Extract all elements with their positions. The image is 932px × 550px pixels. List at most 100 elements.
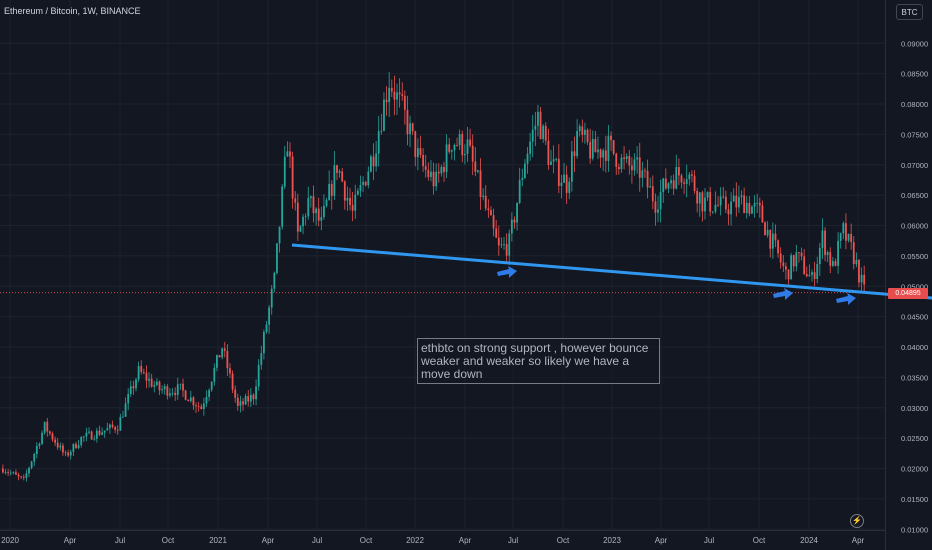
candle-body [638,157,641,178]
annotation-note[interactable]: ethbtc on strong support , however bounc… [417,338,660,384]
y-tick-label: 0.08000 [901,100,928,109]
candle-body [745,202,748,214]
candle-body [670,180,672,184]
candle-body [98,430,101,435]
candle-body [388,87,391,103]
candle-body [383,99,385,131]
candle-body [43,421,46,433]
candle-body [659,191,662,210]
candle-body [542,125,545,139]
candle-body [390,87,393,92]
candle-body [22,477,25,478]
candle-body [132,386,135,389]
candle-body [122,416,124,418]
candle-body [805,274,808,277]
candle-body [351,205,354,211]
candle-body [756,202,759,204]
candle-body [372,156,375,167]
candle-body [411,123,414,132]
candle-body [704,197,706,212]
arrow-marker [497,266,517,278]
candle-body [69,451,72,456]
candle-body [333,165,336,196]
candle-body [111,424,114,428]
x-tick-label: Oct [162,536,175,545]
y-tick-label: 0.02000 [901,465,928,474]
candle-body [680,175,683,183]
candle-body [743,195,746,214]
x-tick-label: Apr [64,536,77,545]
y-tick-label: 0.01000 [901,525,928,534]
candle-body [257,364,260,387]
candle-body [419,148,422,156]
candle-body [732,195,735,202]
candle-body [106,428,109,431]
candle-body [424,166,427,170]
candle-body [531,129,534,142]
candle-body [15,472,17,475]
candle-body [67,452,70,456]
candle-body [709,192,712,212]
candle-body [330,184,333,196]
candle-body [576,131,578,157]
candle-body [380,130,383,132]
x-tick-label: Apr [262,536,275,545]
candle-body [416,148,419,158]
x-tick-label: Oct [360,536,373,545]
candle-body [166,386,169,396]
candle-body [657,209,659,213]
y-tick-label: 0.03000 [901,404,928,413]
candle-body [249,394,252,402]
candle-body [95,430,98,439]
candle-body [803,256,806,275]
candle-body [693,175,696,191]
candle-body [547,140,550,165]
candle-body [440,166,443,174]
candle-body [860,274,863,283]
candle-body [578,126,581,132]
candle-body [231,373,234,390]
candle-body [529,141,532,154]
candle-body [127,394,130,404]
candle-body [761,205,764,223]
candle-body [479,170,482,197]
candle-body [398,92,401,95]
candle-body [711,211,714,213]
candle-body [46,421,49,432]
candle-body [492,215,495,229]
lightning-bolt-icon[interactable]: ⚡ [850,514,864,528]
x-tick-label: Jul [115,536,125,545]
candle-body [182,383,184,391]
candle-body [299,226,302,232]
y-tick-label: 0.04000 [901,343,928,352]
candle-body [581,126,584,135]
candle-body [813,272,816,279]
candle-body [356,190,359,195]
candle-body [625,156,628,160]
candle-body [184,390,187,400]
candle-body [748,202,751,214]
candle-body [664,178,667,189]
candle-body [218,355,221,358]
candle-body [142,371,145,373]
candle-body [722,196,725,198]
candle-body [7,472,10,474]
currency-button[interactable]: BTC [896,4,923,20]
candle-body [834,261,837,266]
candle-body [683,182,686,184]
candle-body [197,406,200,408]
candle-body [779,253,782,263]
candle-body [229,368,231,374]
candle-body [54,439,56,443]
candle-body [443,166,445,173]
candle-body [850,233,853,243]
candle-body [17,474,20,477]
y-tick-label: 0.03500 [901,373,928,382]
candle-body [226,350,229,369]
x-tick-label: 2022 [406,536,424,545]
candle-body [477,170,479,172]
candle-body [179,383,182,385]
candle-body [346,197,349,201]
candle-body [187,399,190,402]
